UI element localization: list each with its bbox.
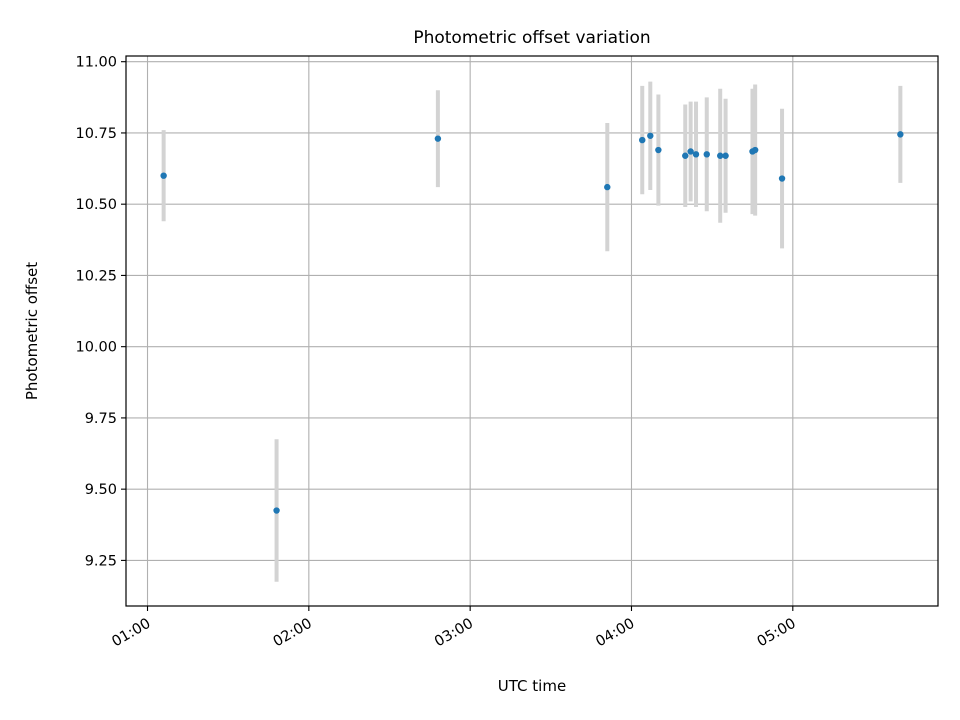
data-point (647, 132, 654, 139)
data-point (897, 131, 904, 138)
plot-area-frame (125, 55, 939, 607)
errorbars (161, 81, 903, 582)
data-point (778, 175, 786, 182)
grid (126, 56, 938, 606)
data-point (639, 136, 646, 144)
data-point (692, 151, 700, 158)
y-tick-label: 10.75 (75, 126, 117, 142)
data-point (604, 183, 611, 191)
y-tick-label: 10.25 (75, 268, 117, 284)
y-tick-label: 10.50 (75, 197, 117, 213)
chart-title: Photometric offset variation (413, 28, 650, 48)
x-tick-label: 04:00 (593, 616, 637, 651)
x-tick-label: 01:00 (109, 616, 153, 651)
data-point (273, 507, 280, 514)
y-tick-label: 9.75 (85, 411, 117, 427)
y-tick-label: 9.25 (85, 553, 117, 569)
x-tick-label: 03:00 (432, 616, 476, 651)
data-point (722, 152, 729, 159)
data-point (682, 152, 689, 159)
data-point (703, 151, 710, 158)
data-point (687, 148, 694, 155)
x-axis-label: UTC time (498, 677, 566, 695)
y-tick-label: 9.50 (85, 482, 117, 498)
x-tick-label: 05:00 (755, 616, 799, 651)
data-point (160, 172, 167, 179)
y-tick-label: 11.00 (75, 55, 117, 71)
data-point (751, 146, 759, 154)
y-axis-label: Photometric offset (23, 262, 41, 400)
data-point (434, 135, 442, 142)
data-point (717, 152, 724, 159)
data-point (655, 146, 662, 154)
y-tick-label: 10.00 (75, 340, 117, 356)
data-points (160, 131, 904, 514)
x-tick-label: 02:00 (271, 616, 315, 651)
